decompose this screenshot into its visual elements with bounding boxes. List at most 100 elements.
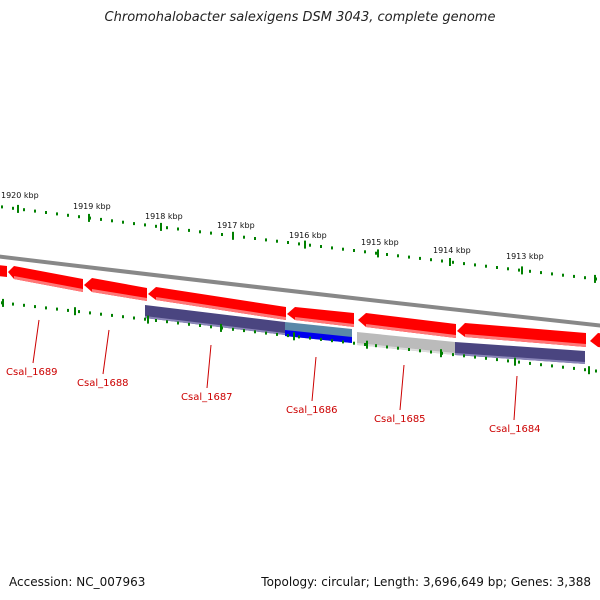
scale-dot bbox=[45, 211, 47, 214]
scale-dot bbox=[188, 322, 190, 326]
gene-arrow-forward[interactable] bbox=[0, 265, 7, 277]
scale-dot bbox=[78, 215, 80, 219]
scale-major-tick bbox=[514, 357, 516, 366]
kbp-labels: 1920 kbp 1919 kbp 1918 kbp 1917 kbp 1916 kbp… bbox=[1, 191, 544, 261]
scale-dot bbox=[177, 321, 179, 325]
scale-dot bbox=[441, 259, 443, 263]
gene-arrow-forward[interactable] bbox=[457, 323, 586, 347]
scale-dot bbox=[287, 241, 289, 244]
scale-dot bbox=[408, 255, 410, 259]
scale-dot bbox=[111, 219, 113, 223]
leader-line bbox=[311, 356, 317, 402]
scale-dot bbox=[45, 306, 47, 310]
gene-block-reverse[interactable] bbox=[357, 332, 455, 355]
scale-dot bbox=[133, 316, 135, 320]
scale-dot bbox=[166, 320, 168, 324]
gene-block-reverse[interactable] bbox=[145, 305, 285, 335]
scale-dot bbox=[375, 251, 377, 255]
gene-arrow-highlight bbox=[92, 289, 147, 301]
scale-dot bbox=[331, 246, 333, 250]
gene-arrow-highlight bbox=[366, 324, 456, 338]
scale-dot bbox=[353, 341, 355, 345]
gene-arrow-highlight bbox=[156, 297, 286, 320]
scale-dot bbox=[463, 354, 465, 358]
scale-major-tick bbox=[220, 323, 222, 332]
scale-dot bbox=[34, 209, 36, 213]
scale-dot bbox=[232, 327, 234, 331]
scale-dot bbox=[507, 359, 509, 363]
scale-major-tick bbox=[304, 240, 306, 249]
scale-dot bbox=[166, 226, 168, 230]
gene-label[interactable]: Csal_1688 bbox=[77, 378, 129, 389]
scale-dot bbox=[199, 324, 201, 327]
scale-dot bbox=[397, 254, 399, 258]
scale-dot bbox=[243, 235, 245, 239]
scale-dot bbox=[584, 276, 586, 280]
scale-dot bbox=[452, 260, 454, 264]
gene-label[interactable]: Csal_1689 bbox=[6, 367, 58, 378]
scale-dot bbox=[100, 312, 102, 316]
scale-dot bbox=[23, 303, 25, 307]
outer-scale-dots bbox=[1, 205, 597, 281]
gene-arrow-highlight bbox=[465, 334, 586, 347]
scale-dot bbox=[474, 263, 476, 267]
scale-dot bbox=[122, 315, 124, 319]
gene-label[interactable]: Csal_1685 bbox=[374, 414, 426, 425]
scale-major-tick bbox=[588, 366, 590, 375]
scale-dot bbox=[419, 256, 421, 260]
scale-dot bbox=[100, 217, 102, 221]
gene-arrow-forward[interactable] bbox=[84, 278, 147, 301]
topology-label: Topology: bbox=[261, 575, 318, 589]
scale-dot bbox=[89, 311, 91, 315]
scale-dot bbox=[320, 245, 322, 248]
forward-strand-genes bbox=[0, 265, 600, 348]
scale-dot bbox=[342, 340, 344, 344]
scale-major-tick bbox=[17, 204, 19, 213]
scale-dot bbox=[309, 336, 311, 340]
scale-dot bbox=[430, 350, 432, 354]
gene-block-reverse[interactable] bbox=[285, 330, 352, 343]
genes-value: 3,388 bbox=[556, 575, 591, 589]
genome-backbone bbox=[0, 254, 600, 328]
scale-dot bbox=[496, 266, 498, 269]
leader-line bbox=[102, 329, 110, 375]
length-value: 3,696,649 bp bbox=[422, 575, 503, 589]
scale-dot bbox=[144, 317, 146, 321]
scale-dot bbox=[320, 337, 322, 341]
scale-dot bbox=[496, 358, 498, 362]
scale-major-tick bbox=[366, 340, 368, 349]
scale-dot bbox=[485, 264, 487, 268]
gene-arrow-forward[interactable] bbox=[287, 307, 354, 327]
gene-label-leaders bbox=[32, 319, 518, 421]
kbp-label: 1913 kbp bbox=[506, 252, 544, 261]
gene-arrow-highlight bbox=[295, 317, 354, 327]
gene-label[interactable]: Csal_1687 bbox=[181, 392, 233, 403]
genes-label: Genes: bbox=[510, 575, 553, 589]
scale-dot bbox=[331, 339, 333, 343]
scale-dot bbox=[573, 366, 575, 370]
scale-dot bbox=[221, 233, 223, 236]
scale-dot bbox=[210, 231, 212, 235]
gene-arrow-forward[interactable] bbox=[590, 333, 600, 348]
leader-line bbox=[513, 375, 518, 421]
scale-dot bbox=[298, 335, 300, 339]
scale-dot bbox=[452, 353, 454, 357]
scale-dot bbox=[122, 220, 124, 224]
scale-major-tick bbox=[594, 274, 596, 283]
scale-dot bbox=[210, 325, 212, 329]
scale-dot bbox=[463, 262, 465, 266]
scale-dot bbox=[12, 206, 14, 210]
gene-block-reverse[interactable] bbox=[455, 342, 585, 364]
gene-labels: Csal_1689 Csal_1688 Csal_1687 Csal_1686 … bbox=[6, 367, 541, 435]
leader-line bbox=[32, 319, 40, 364]
scale-dot bbox=[562, 273, 564, 277]
scale-major-tick bbox=[147, 315, 149, 324]
gene-arrow-forward[interactable] bbox=[358, 313, 456, 338]
leader-line bbox=[206, 344, 212, 389]
genome-summary: Topology: circular; Length: 3,696,649 bp… bbox=[261, 575, 591, 589]
gene-label[interactable]: Csal_1684 bbox=[489, 424, 541, 435]
gene-label[interactable]: Csal_1686 bbox=[286, 405, 338, 416]
scale-dot bbox=[386, 253, 388, 256]
scale-dot bbox=[529, 361, 531, 365]
